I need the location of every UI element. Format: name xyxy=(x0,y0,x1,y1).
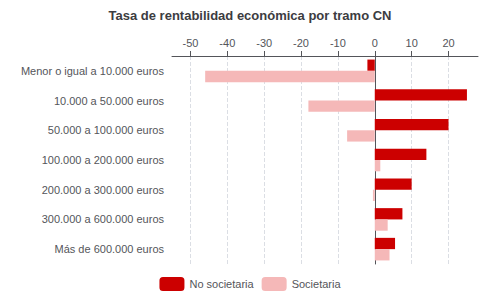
svg-text:No societaria: No societaria xyxy=(189,278,254,290)
svg-text:10.000 a 50.000 euros: 10.000 a 50.000 euros xyxy=(54,95,165,107)
svg-text:-10: -10 xyxy=(330,37,346,49)
svg-text:200.000 a 300.000 euros: 200.000 a 300.000 euros xyxy=(42,184,165,196)
svg-text:Societaria: Societaria xyxy=(292,278,342,290)
svg-text:50.000 a 100.000 euros: 50.000 a 100.000 euros xyxy=(48,124,165,136)
svg-text:0: 0 xyxy=(372,37,378,49)
svg-text:-40: -40 xyxy=(219,37,235,49)
svg-text:10: 10 xyxy=(406,37,418,49)
svg-text:-20: -20 xyxy=(293,37,309,49)
svg-text:Menor o igual a 10.000 euros: Menor o igual a 10.000 euros xyxy=(21,65,165,77)
svg-text:-50: -50 xyxy=(182,37,198,49)
svg-text:Tasa de rentabilidad económica: Tasa de rentabilidad económica por tramo… xyxy=(109,8,392,23)
svg-text:20: 20 xyxy=(442,37,454,49)
svg-text:-30: -30 xyxy=(256,37,272,49)
svg-text:Más de 600.000 euros: Más de 600.000 euros xyxy=(55,243,165,255)
svg-text:300.000 a 600.000 euros: 300.000 a 600.000 euros xyxy=(42,213,165,225)
svg-text:100.000 a 200.000 euros: 100.000 a 200.000 euros xyxy=(42,154,165,166)
